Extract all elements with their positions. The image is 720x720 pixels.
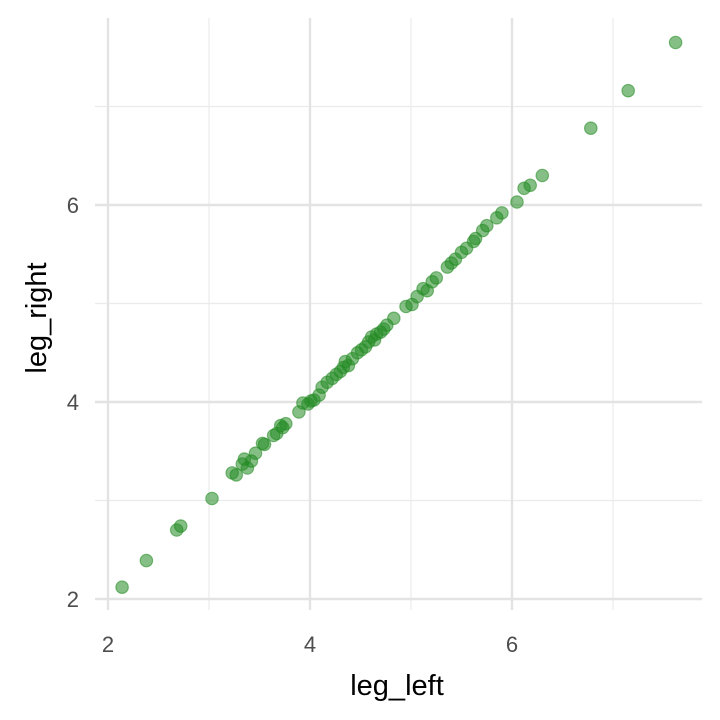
x-axis-title: leg_left [350,670,444,702]
data-point [583,121,598,135]
x-tick-labels: 2 4 6 [102,632,518,657]
y-tick-labels: 2 4 6 [67,193,79,612]
data-point [495,206,509,220]
data-point [257,437,272,452]
data-point [429,271,444,285]
data-point [510,195,524,209]
data-point [479,218,494,233]
y-tick-label: 2 [67,587,79,612]
data-point [205,491,219,506]
data-point [229,468,244,482]
grid [95,18,702,610]
data-point [278,416,293,431]
data-point [621,83,635,98]
data-point [386,311,401,326]
data-point [523,178,537,193]
x-tick-label: 6 [506,632,518,657]
data-point [248,446,263,460]
y-axis-title: leg_right [21,262,53,373]
x-tick-label: 2 [102,632,114,657]
points-layer [115,35,683,594]
data-point [668,35,683,50]
data-point [115,580,129,594]
data-point [173,519,188,533]
data-point [139,553,154,568]
data-point [535,168,550,183]
y-tick-label: 6 [67,193,79,218]
x-tick-label: 4 [304,632,316,657]
y-tick-label: 4 [67,390,79,415]
